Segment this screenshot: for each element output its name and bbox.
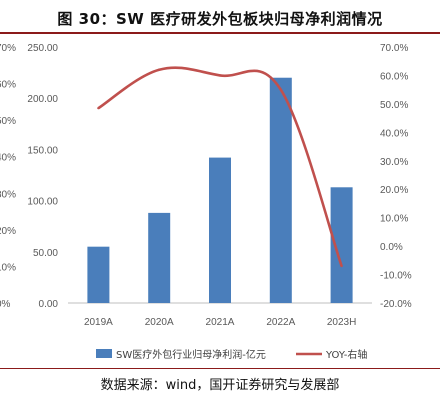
right-axis-tick-label: 0.0% [380, 242, 403, 253]
legend-bar-label: SW医疗外包行业归母净利润-亿元 [116, 348, 266, 361]
right-axis-tick-label: 30.0% [380, 157, 408, 168]
yoy-line [97, 66, 343, 267]
bar-2021A [209, 157, 231, 303]
x-axis-tick-label: 2019A [84, 317, 113, 328]
bar-2019A [87, 246, 110, 303]
right-axis-tick-label: -20.0% [380, 299, 412, 310]
footer-divider [0, 368, 440, 369]
source-note: 数据来源：wind，国开证券研究与发展部 [100, 378, 340, 393]
x-axis-tick-label: 2022A [266, 317, 295, 328]
right-axis-tick-label: 60.0% [380, 71, 408, 82]
yoy-point-2023H [340, 264, 343, 268]
x-axis-tick-label: 2020A [145, 317, 174, 328]
left-axis-tick-label: 150.00 [27, 145, 58, 156]
left-axis-tick-label: 250.00 [27, 43, 58, 54]
right-axis-tick-label: 40.0% [380, 128, 408, 139]
right-axis-tick-label: -10.0% [380, 271, 412, 282]
left-axis-tick-label: 0.00 [39, 299, 59, 310]
yoy-point-2020A [158, 68, 161, 71]
bar-2022A [269, 77, 292, 303]
outer-left-tick-label: 30% [0, 189, 16, 200]
outer-left-tick-label: 20% [0, 226, 16, 237]
x-axis-tick-label: 2021A [206, 317, 235, 328]
outer-left-tick-label: 70% [0, 43, 16, 54]
title-divider [0, 32, 440, 34]
yoy-point-2019A [97, 106, 100, 110]
outer-left-tick-label: 60% [0, 80, 16, 91]
right-axis-tick-label: 50.0% [380, 100, 408, 111]
bar-2023H [330, 187, 353, 303]
right-axis-tick-label: 20.0% [380, 185, 408, 196]
bar-2020A [148, 212, 171, 303]
right-axis-tick-label: 10.0% [380, 214, 408, 225]
legend-bar-swatch [96, 349, 112, 358]
outer-left-tick-label: 50% [0, 116, 16, 127]
left-axis-tick-label: 200.00 [27, 94, 58, 105]
outer-left-tick-label: 0% [0, 299, 11, 310]
x-axis-tick-label: 2023H [327, 317, 356, 328]
right-axis-tick-label: 70.0% [380, 43, 408, 54]
left-axis-tick-label: 50.00 [33, 248, 58, 259]
chart-title: 图 30：SW 医疗研发外包板块归母净利润情况 [57, 10, 383, 28]
yoy-point-2021A [218, 74, 222, 77]
left-axis-tick-label: 100.00 [27, 197, 58, 208]
outer-left-tick-label: 40% [0, 153, 16, 164]
yoy-point-2022A [279, 88, 282, 91]
outer-left-tick-label: 10% [0, 262, 16, 273]
legend-line-label: YOY-右轴 [325, 348, 367, 361]
